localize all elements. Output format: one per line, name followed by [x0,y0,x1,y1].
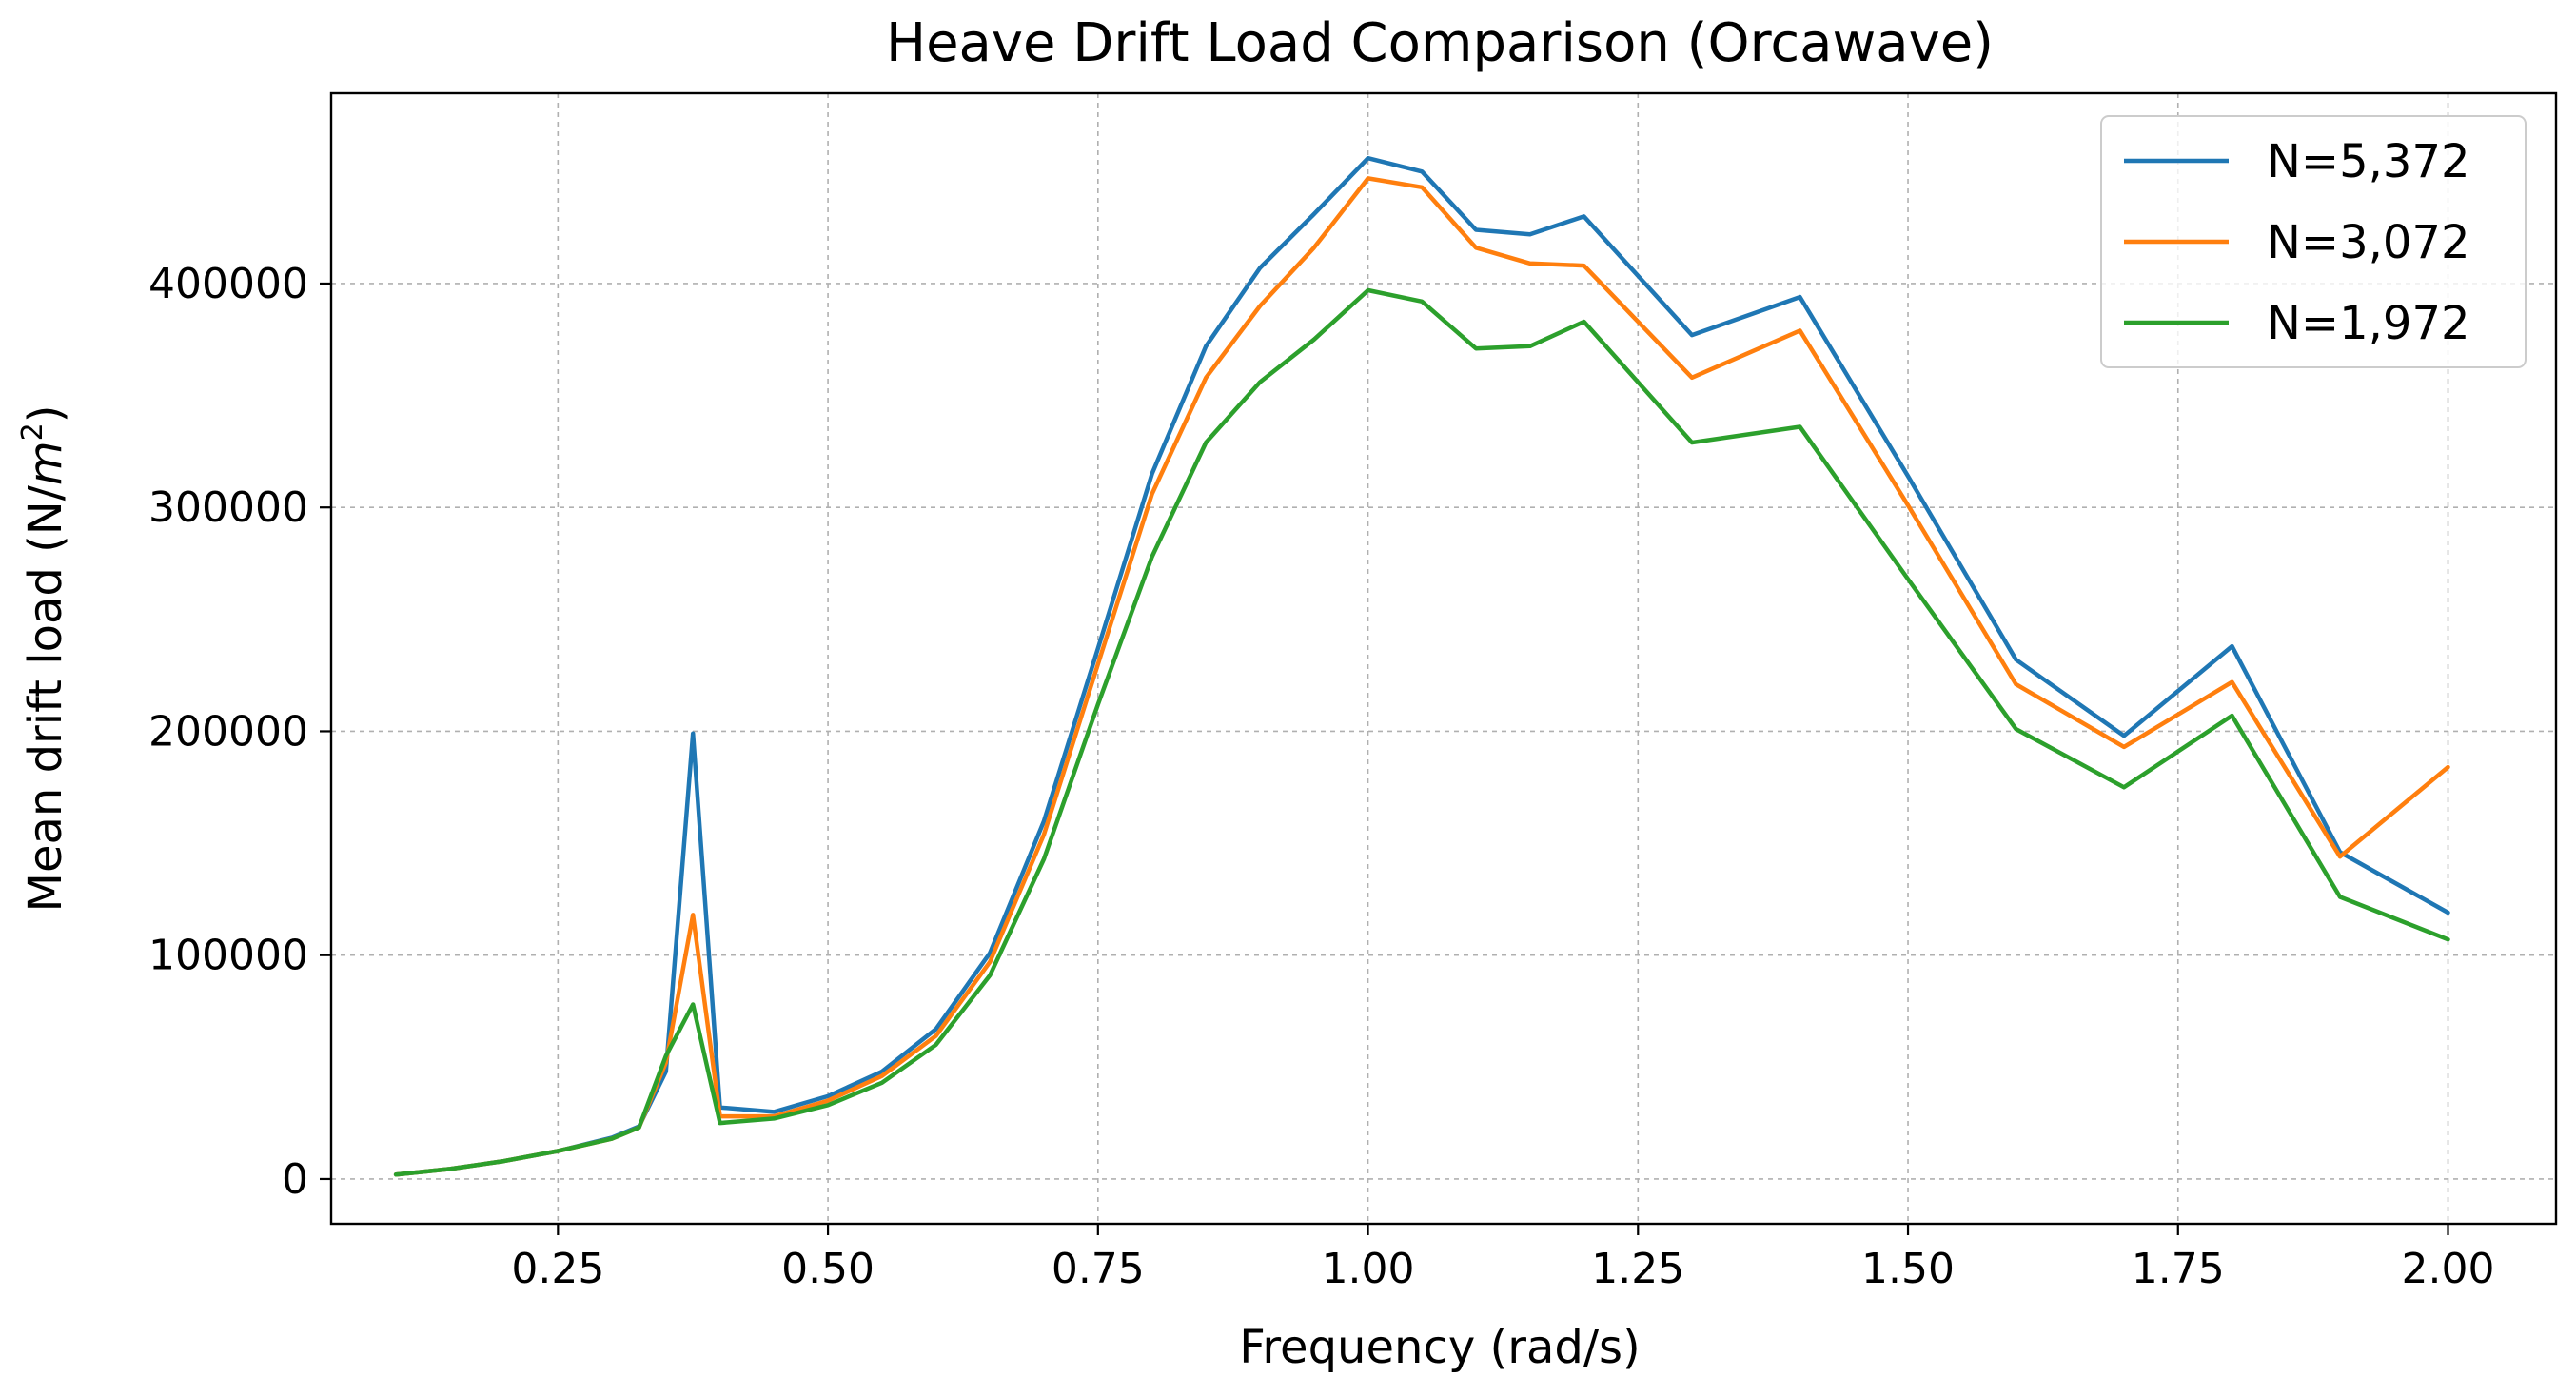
legend-label-2: N=3,072 [2267,216,2470,269]
legend-label-3: N=1,972 [2267,297,2470,350]
legend-label-1: N=5,372 [2267,135,2470,188]
x-tick-label: 0.25 [511,1245,604,1293]
x-tick-label: 1.75 [2132,1245,2225,1293]
y-axis-label-suffix: ) [19,405,72,423]
chart-title: Heave Drift Load Comparison (Orcawave) [886,12,1994,74]
x-tick-label: 0.50 [781,1245,875,1293]
y-tick-label: 400000 [148,260,308,308]
y-axis-label-var: m [19,441,72,485]
plot-frame [329,91,2558,1226]
grid [331,93,2556,1224]
y-axis-label-exp: 2 [16,423,49,441]
x-tick-label: 1.25 [1591,1245,1684,1293]
legend: N=5,372 N=3,072 N=1,972 [2100,115,2527,368]
y-tick-label: 100000 [148,932,308,980]
y-axis-label: Mean drift load (N/m2) [16,405,72,913]
x-tick-label: 0.75 [1052,1245,1145,1293]
legend-box [2100,115,2527,368]
y-tick-label: 300000 [148,483,308,532]
series-lines [393,155,2450,1177]
y-tick-label: 200000 [148,707,308,756]
x-axis-label: Frequency (rad/s) [1239,1321,1640,1374]
x-tick-label: 1.50 [1861,1245,1955,1293]
y-tick-label: 0 [282,1155,308,1204]
axis-ticks: 0.25 0.50 0.75 1.00 1.25 1.50 1.75 2.00 0 100000 2… [148,260,2494,1293]
x-tick-label: 2.00 [2402,1245,2495,1293]
y-axis-label-prefix: Mean drift load (N/ [19,484,72,912]
x-tick-label: 1.00 [1322,1245,1415,1293]
series-line-3 [393,287,2450,1177]
